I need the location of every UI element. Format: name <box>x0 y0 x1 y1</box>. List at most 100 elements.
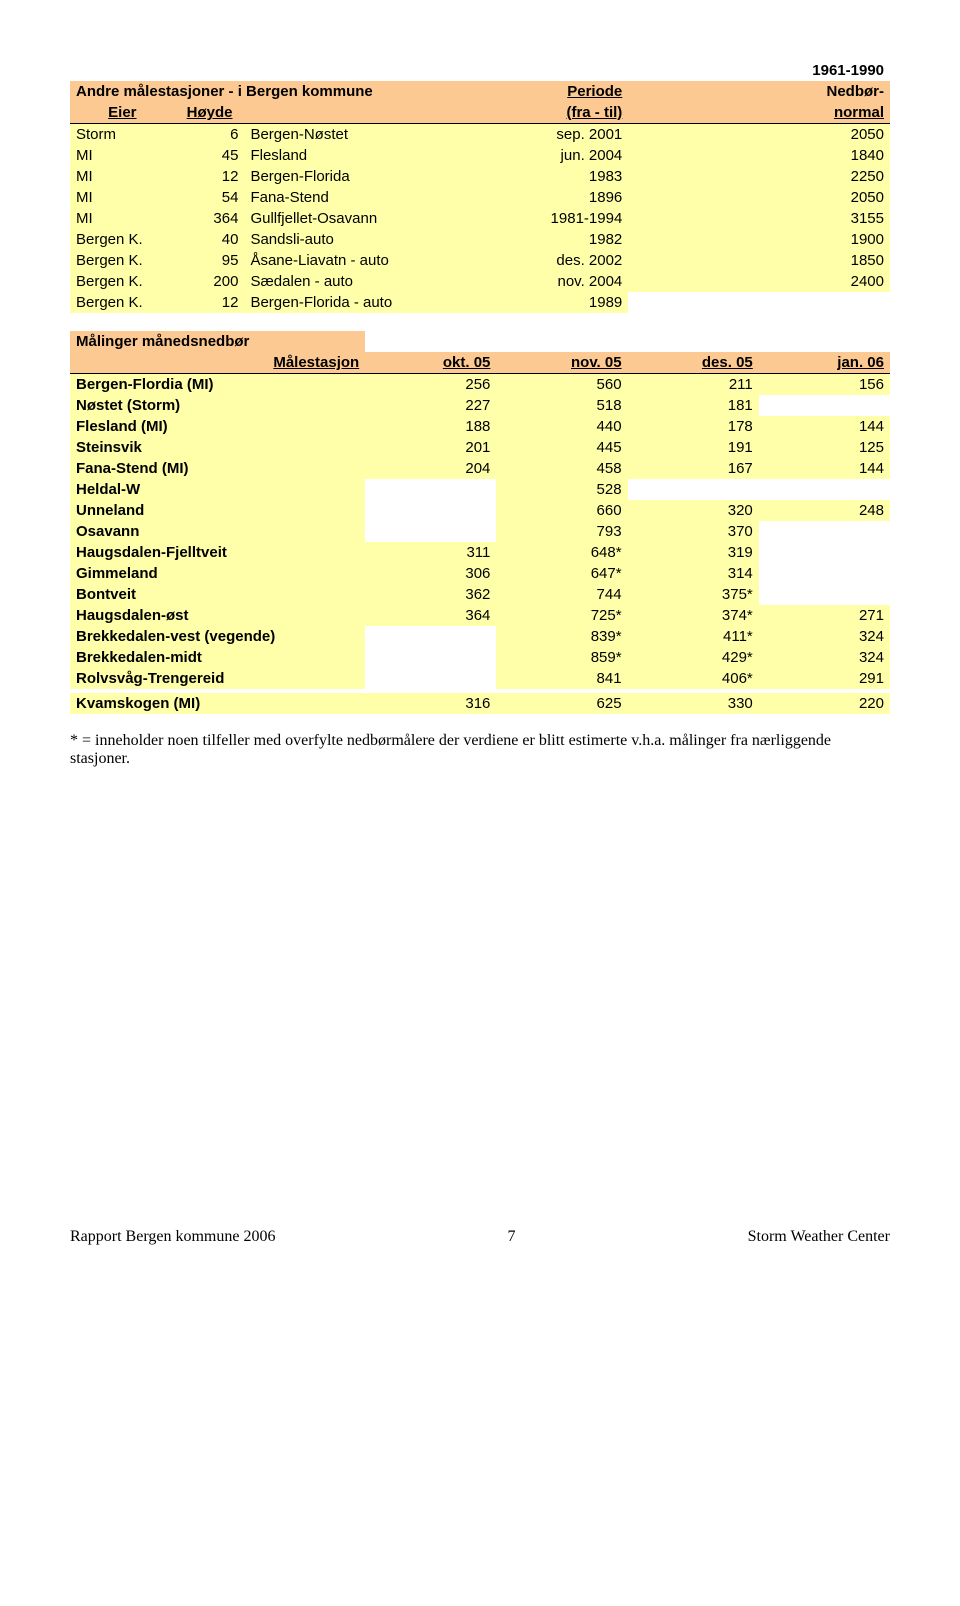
table-cell: Sandsli-auto <box>244 229 506 250</box>
table-cell: Gimmeland <box>70 563 365 584</box>
table-cell: Sædalen - auto <box>244 271 506 292</box>
table-cell: Osavann <box>70 521 365 542</box>
t1-period-hdr: Periode <box>506 81 628 102</box>
table-cell: 191 <box>628 437 759 458</box>
table-cell: 725* <box>496 605 627 626</box>
table-cell: 841 <box>496 668 627 689</box>
table-cell: MI <box>70 208 175 229</box>
table-cell: 314 <box>628 563 759 584</box>
table-cell: 370 <box>628 521 759 542</box>
table-cell <box>365 647 496 668</box>
t1-nedbor-hdr: Nedbør- <box>628 81 890 102</box>
table-cell: Bergen-Florida <box>244 166 506 187</box>
table-cell: MI <box>70 145 175 166</box>
table-cell <box>759 542 890 563</box>
table-cell: 45 <box>175 145 245 166</box>
table-cell: 319 <box>628 542 759 563</box>
table-cell: 2250 <box>628 166 890 187</box>
hdr-stasjon: Målestasjon <box>70 352 365 374</box>
table-cell: 1983 <box>506 166 628 187</box>
table-cell: Åsane-Liavatn - auto <box>244 250 506 271</box>
table-cell: Flesland (MI) <box>70 416 365 437</box>
table-cell: 156 <box>759 374 890 396</box>
table-cell: Flesland <box>244 145 506 166</box>
table-cell: 1840 <box>628 145 890 166</box>
hdr-des: des. 05 <box>628 352 759 374</box>
footer-page: 7 <box>508 1228 516 1246</box>
table-cell: 374* <box>628 605 759 626</box>
table-cell: 306 <box>365 563 496 584</box>
table-cell: 291 <box>759 668 890 689</box>
table-cell: 248 <box>759 500 890 521</box>
table-cell: 6 <box>175 124 245 146</box>
table-cell: Nøstet (Storm) <box>70 395 365 416</box>
table-cell: MI <box>70 166 175 187</box>
table-cell: Bergen K. <box>70 250 175 271</box>
table-cell: 3155 <box>628 208 890 229</box>
table-cell: 625 <box>496 693 627 714</box>
table-cell: Gullfjellet-Osavann <box>244 208 506 229</box>
table-cell <box>365 668 496 689</box>
table-cell: 1989 <box>506 292 628 313</box>
table-cell: 178 <box>628 416 759 437</box>
table-cell: 660 <box>496 500 627 521</box>
table-cell: Rolvsvåg-Trengereid <box>70 668 365 689</box>
table-cell: Storm <box>70 124 175 146</box>
page-footer: Rapport Bergen kommune 2006 7 Storm Weat… <box>70 1228 890 1246</box>
table-cell: 211 <box>628 374 759 396</box>
table-cell: 201 <box>365 437 496 458</box>
hdr-okt: okt. 05 <box>365 352 496 374</box>
table-cell <box>365 500 496 521</box>
footer-right: Storm Weather Center <box>748 1228 890 1246</box>
table-cell: 445 <box>496 437 627 458</box>
footer-left: Rapport Bergen kommune 2006 <box>70 1228 275 1246</box>
table-cell: 793 <box>496 521 627 542</box>
period-range: 1961-1990 <box>628 60 890 81</box>
table-cell: 220 <box>759 693 890 714</box>
table-cell: Haugsdalen-øst <box>70 605 365 626</box>
table-cell: 330 <box>628 693 759 714</box>
table-cell: 256 <box>365 374 496 396</box>
hdr-nov: nov. 05 <box>496 352 627 374</box>
table-cell: 12 <box>175 166 245 187</box>
table-cell: Haugsdalen-Fjelltveit <box>70 542 365 563</box>
table-cell: 324 <box>759 626 890 647</box>
table-cell: 200 <box>175 271 245 292</box>
table-cell: Kvamskogen (MI) <box>70 693 365 714</box>
table-cell: nov. 2004 <box>506 271 628 292</box>
table-cell: Heldal-W <box>70 479 365 500</box>
table-cell: Bergen K. <box>70 292 175 313</box>
table-cell: 362 <box>365 584 496 605</box>
table-cell: 40 <box>175 229 245 250</box>
table-cell: 125 <box>759 437 890 458</box>
table-cell: 2400 <box>628 271 890 292</box>
table-cell: 560 <box>496 374 627 396</box>
table-cell <box>759 479 890 500</box>
t2-title: Målinger månedsnedbør <box>70 331 365 352</box>
table-cell: 440 <box>496 416 627 437</box>
table-cell <box>628 479 759 500</box>
table-cell: 647* <box>496 563 627 584</box>
table-cell: 324 <box>759 647 890 668</box>
footnote: * = inneholder noen tilfeller med overfy… <box>70 732 890 768</box>
table-cell <box>365 626 496 647</box>
measurements-table: Målinger månedsnedbør Målestasjon okt. 0… <box>70 331 890 714</box>
table-cell: 271 <box>759 605 890 626</box>
table-cell: 12 <box>175 292 245 313</box>
table-cell: Bergen-Flordia (MI) <box>70 374 365 396</box>
table-cell: 429* <box>628 647 759 668</box>
table-cell <box>759 521 890 542</box>
table-cell: Unneland <box>70 500 365 521</box>
table-cell: 167 <box>628 458 759 479</box>
table-cell: 744 <box>496 584 627 605</box>
table-cell: 839* <box>496 626 627 647</box>
table-cell: 188 <box>365 416 496 437</box>
table-cell: Fana-Stend (MI) <box>70 458 365 479</box>
table-cell: 458 <box>496 458 627 479</box>
table-cell <box>628 292 890 313</box>
table-cell: Bergen K. <box>70 229 175 250</box>
table-cell: Bontveit <box>70 584 365 605</box>
table-cell: 181 <box>628 395 759 416</box>
table-cell: Steinsvik <box>70 437 365 458</box>
table-cell: Bergen K. <box>70 271 175 292</box>
